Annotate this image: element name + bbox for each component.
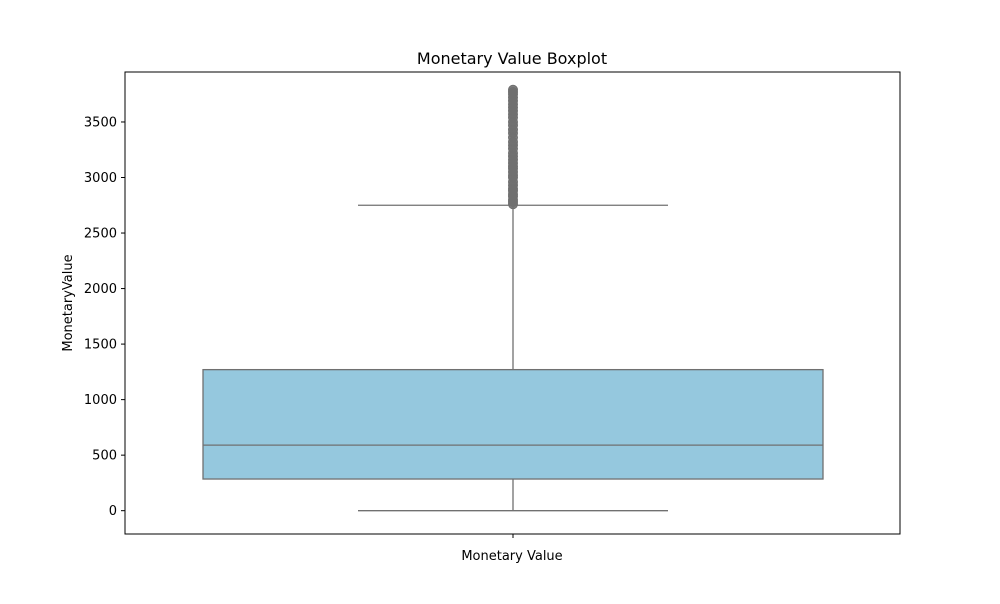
y-tick-label: 1000 bbox=[84, 393, 117, 408]
plot-frame bbox=[124, 71, 901, 535]
chart-title: Monetary Value Boxplot bbox=[417, 49, 607, 68]
plot-layer: 0 500 1000 1500 2000 2500 3000 3500 bbox=[84, 84, 824, 538]
y-tick-label: 2500 bbox=[84, 227, 117, 242]
y-tick-label: 0 bbox=[109, 504, 117, 519]
y-tick-label: 3000 bbox=[84, 171, 117, 186]
y-tick-label: 500 bbox=[92, 449, 117, 464]
y-tick-label: 1500 bbox=[84, 338, 117, 353]
x-tick-label: Monetary Value bbox=[461, 549, 562, 564]
outlier-point bbox=[508, 84, 518, 95]
y-tick-label: 2000 bbox=[84, 282, 117, 297]
y-axis-label: MonetaryValue bbox=[61, 254, 76, 351]
iqr-box bbox=[202, 368, 824, 480]
y-tick-label: 3500 bbox=[84, 115, 117, 130]
